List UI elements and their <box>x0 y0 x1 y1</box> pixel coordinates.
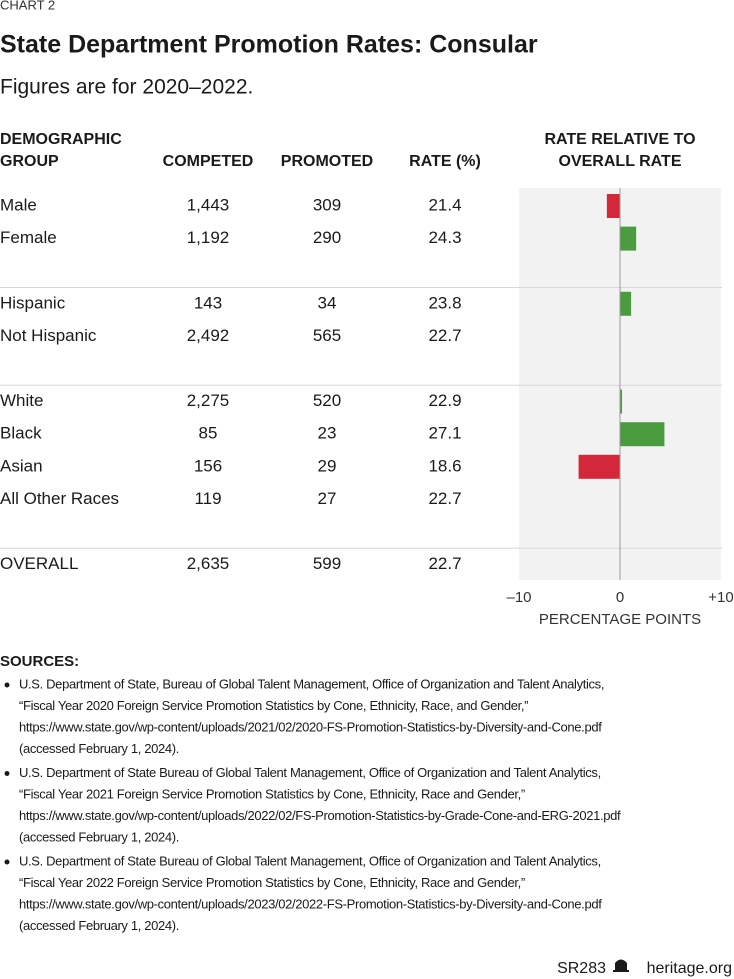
column-header: COMPETED <box>163 153 254 170</box>
cell: 156 <box>194 456 222 475</box>
cell: 599 <box>313 554 341 573</box>
report-id: SR283 <box>557 960 606 977</box>
cell: 309 <box>313 195 341 214</box>
column-header: DEMOGRAPHIC <box>0 131 122 148</box>
title: State Department Promotion Rates: Consul… <box>0 31 538 59</box>
cell: 119 <box>194 489 221 508</box>
site: heritage.org <box>647 960 732 977</box>
cell: 23.8 <box>428 293 461 312</box>
source-line: https://www.state.gov/wp-content/uploads… <box>19 896 602 911</box>
column-header: GROUP <box>0 153 59 170</box>
bar <box>620 389 623 414</box>
cell: 24.3 <box>428 228 461 247</box>
cell: 22.9 <box>428 391 461 410</box>
cell: 27 <box>318 489 337 508</box>
source-line: (accessed February 1, 2024). <box>19 829 179 844</box>
bullet <box>4 771 10 776</box>
row-label: Not Hispanic <box>0 326 97 345</box>
cell: 18.6 <box>428 456 461 475</box>
source-line: U.S. Department of State, Bureau of Glob… <box>19 676 604 691</box>
sources-heading: SOURCES: <box>0 653 79 670</box>
cell: 23 <box>318 424 337 443</box>
x-axis-label: PERCENTAGE POINTS <box>539 611 701 628</box>
x-tick-label: 0 <box>616 589 624 606</box>
chart-title: RATE RELATIVE TO <box>544 131 695 148</box>
subtitle: Figures are for 2020–2022. <box>0 76 253 99</box>
cell: 290 <box>313 228 341 247</box>
cell: 29 <box>318 456 337 475</box>
cell: 565 <box>313 326 341 345</box>
column-header: PROMOTED <box>281 153 373 170</box>
bullet <box>4 682 10 688</box>
cell: 27.1 <box>428 424 461 443</box>
source-line: U.S. Department of State Bureau of Globa… <box>19 853 601 868</box>
source-line: “Fiscal Year 2022 Foreign Service Promot… <box>19 875 525 890</box>
bar <box>620 422 665 447</box>
source-line: (accessed February 1, 2024). <box>19 741 179 756</box>
bullet <box>4 859 10 865</box>
source-line: https://www.state.gov/wp-content/uploads… <box>19 719 602 734</box>
bell-icon <box>613 959 629 972</box>
cell: 85 <box>199 424 218 443</box>
source-line: https://www.state.gov/wp-content/uploads… <box>19 808 621 823</box>
row-label: OVERALL <box>0 554 78 573</box>
x-tick-label: –10 <box>506 589 531 606</box>
cell: 2,492 <box>187 326 230 345</box>
row-label: Black <box>0 424 42 443</box>
cell: 1,443 <box>187 195 230 214</box>
row-label: All Other Races <box>0 489 119 508</box>
cell: 34 <box>318 293 337 312</box>
cell: 143 <box>194 293 222 312</box>
row-label: White <box>0 391 43 410</box>
row-label: Male <box>0 195 37 214</box>
cell: 2,275 <box>187 391 230 410</box>
row-label: Asian <box>0 456 43 475</box>
cell: 520 <box>313 391 341 410</box>
column-header: RATE (%) <box>409 153 481 170</box>
cell: 21.4 <box>428 195 461 214</box>
bar <box>620 226 637 251</box>
chart-title: OVERALL RATE <box>559 153 682 170</box>
source-line: U.S. Department of State Bureau of Globa… <box>19 765 601 780</box>
source-line: “Fiscal Year 2020 Foreign Service Promot… <box>19 698 528 713</box>
cell: 22.7 <box>428 554 461 573</box>
source-line: (accessed February 1, 2024). <box>19 918 179 933</box>
row-label: Female <box>0 228 57 247</box>
cell: 1,192 <box>187 228 230 247</box>
chart-label: CHART 2 <box>0 0 55 12</box>
bar <box>606 194 620 218</box>
bar <box>620 291 632 316</box>
row-label: Hispanic <box>0 293 66 312</box>
bar <box>578 454 620 479</box>
cell: 2,635 <box>187 554 230 573</box>
cell: 22.7 <box>428 326 461 345</box>
source-line: “Fiscal Year 2021 Foreign Service Promot… <box>19 786 525 801</box>
cell: 22.7 <box>428 489 461 508</box>
x-tick-label: +10 <box>708 589 733 606</box>
